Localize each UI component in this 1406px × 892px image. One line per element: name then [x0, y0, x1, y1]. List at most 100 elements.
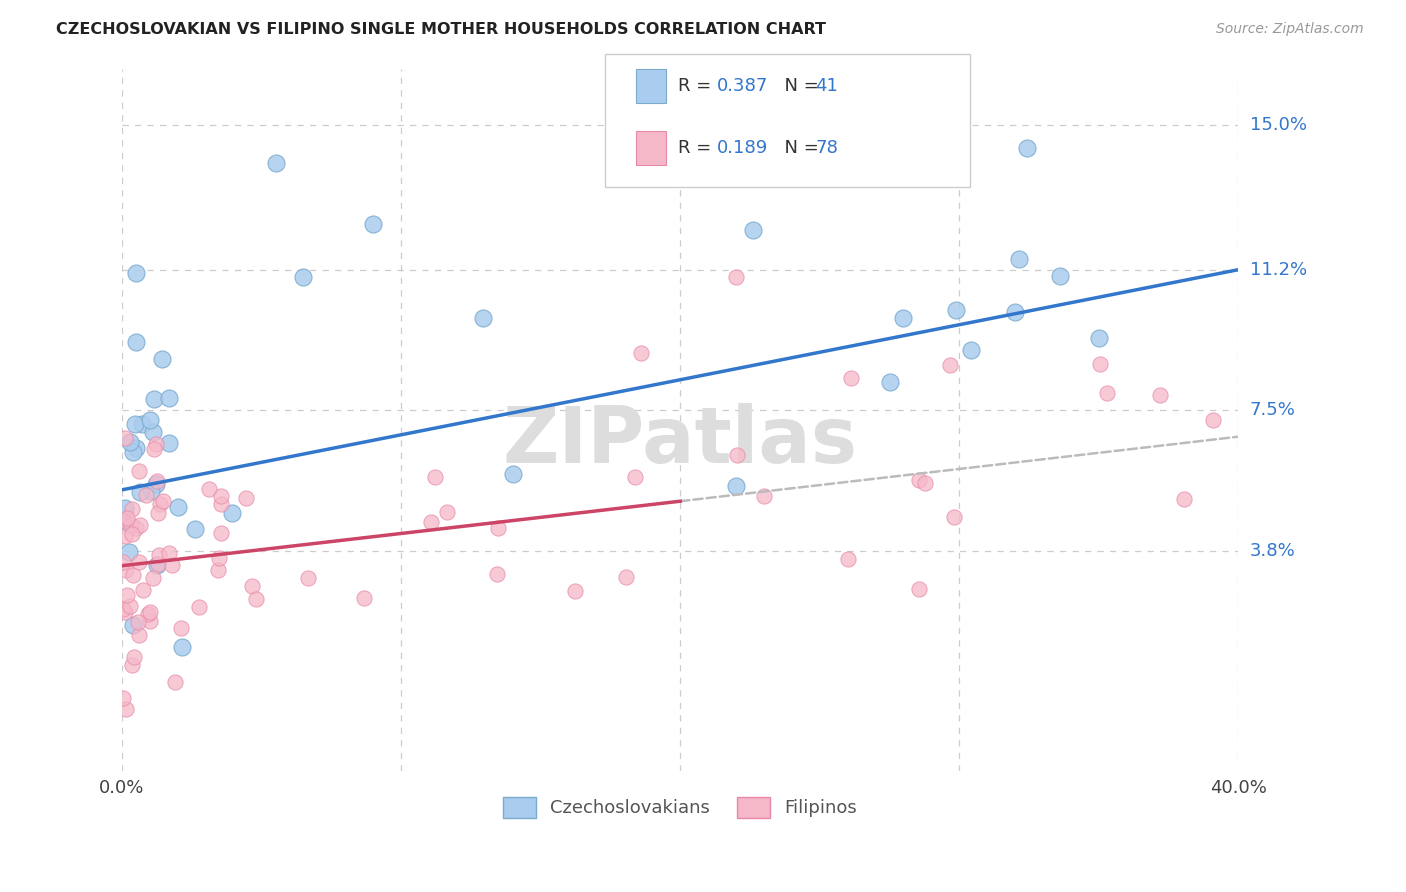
- Point: [1202, 413, 1225, 427]
- Point: [157, 436, 180, 450]
- Point: [209, 489, 232, 503]
- Point: [939, 358, 962, 372]
- Point: [292, 270, 315, 285]
- Point: [125, 334, 148, 349]
- Point: [143, 392, 166, 406]
- Point: [614, 570, 637, 584]
- Point: [297, 571, 319, 585]
- Point: [125, 521, 148, 535]
- Point: [149, 497, 172, 511]
- Point: [209, 525, 232, 540]
- Point: [124, 417, 146, 431]
- Point: [118, 599, 141, 614]
- Point: [908, 474, 931, 488]
- Text: ZIPatlas: ZIPatlas: [503, 402, 858, 479]
- Point: [114, 701, 136, 715]
- Point: [423, 470, 446, 484]
- Point: [353, 591, 375, 605]
- Point: [163, 675, 186, 690]
- Point: [121, 501, 143, 516]
- Point: [207, 563, 229, 577]
- Point: [1004, 304, 1026, 318]
- Point: [725, 270, 748, 285]
- Text: 11.2%: 11.2%: [1250, 260, 1306, 278]
- Point: [160, 558, 183, 572]
- Point: [117, 588, 139, 602]
- Point: [485, 567, 508, 582]
- Text: 41: 41: [815, 77, 838, 95]
- Point: [132, 582, 155, 597]
- Point: [725, 448, 748, 462]
- Point: [472, 311, 495, 326]
- Point: [157, 546, 180, 560]
- Point: [150, 351, 173, 366]
- Point: [145, 436, 167, 450]
- Text: R =: R =: [678, 77, 717, 95]
- Point: [145, 558, 167, 572]
- Point: [235, 491, 257, 505]
- Point: [188, 600, 211, 615]
- Point: [959, 343, 981, 357]
- Point: [114, 431, 136, 445]
- Text: 7.5%: 7.5%: [1250, 401, 1295, 419]
- Point: [943, 510, 966, 524]
- Point: [1088, 357, 1111, 371]
- Point: [361, 217, 384, 231]
- Point: [143, 442, 166, 457]
- Point: [125, 441, 148, 455]
- Point: [221, 506, 243, 520]
- Text: 0.387: 0.387: [717, 77, 769, 95]
- Point: [146, 474, 169, 488]
- Point: [184, 523, 207, 537]
- Point: [122, 617, 145, 632]
- Text: CZECHOSLOVAKIAN VS FILIPINO SINGLE MOTHER HOUSEHOLDS CORRELATION CHART: CZECHOSLOVAKIAN VS FILIPINO SINGLE MOTHE…: [56, 22, 827, 37]
- Point: [1149, 388, 1171, 402]
- Point: [136, 607, 159, 621]
- Point: [837, 552, 859, 566]
- Point: [128, 555, 150, 569]
- Point: [245, 592, 267, 607]
- Point: [125, 266, 148, 280]
- Text: N =: N =: [773, 139, 825, 157]
- Point: [486, 521, 509, 535]
- Point: [112, 515, 135, 529]
- Point: [117, 545, 139, 559]
- Point: [170, 621, 193, 635]
- Point: [157, 391, 180, 405]
- Text: Source: ZipAtlas.com: Source: ZipAtlas.com: [1216, 22, 1364, 37]
- Point: [145, 477, 167, 491]
- Text: 3.8%: 3.8%: [1250, 541, 1295, 559]
- Point: [1049, 269, 1071, 284]
- Text: 0.189: 0.189: [717, 139, 768, 157]
- Point: [1173, 492, 1195, 507]
- Point: [114, 563, 136, 577]
- Point: [148, 506, 170, 520]
- Text: 78: 78: [815, 139, 838, 157]
- Point: [502, 467, 524, 482]
- Point: [240, 579, 263, 593]
- Point: [139, 413, 162, 427]
- Text: 15.0%: 15.0%: [1250, 117, 1306, 135]
- Point: [264, 156, 287, 170]
- Point: [908, 582, 931, 597]
- Point: [131, 417, 153, 431]
- Point: [623, 470, 645, 484]
- Legend: Czechoslovakians, Filipinos: Czechoslovakians, Filipinos: [496, 789, 865, 825]
- Text: R =: R =: [678, 139, 717, 157]
- Point: [725, 479, 748, 493]
- Point: [914, 476, 936, 491]
- Point: [138, 614, 160, 628]
- Point: [139, 484, 162, 499]
- Point: [208, 551, 231, 566]
- Point: [128, 517, 150, 532]
- Point: [114, 500, 136, 515]
- Point: [121, 658, 143, 673]
- Point: [1088, 331, 1111, 345]
- Point: [120, 518, 142, 533]
- Point: [436, 505, 458, 519]
- Point: [114, 605, 136, 619]
- Point: [945, 303, 967, 318]
- Point: [127, 615, 149, 629]
- Point: [142, 571, 165, 585]
- Point: [118, 435, 141, 450]
